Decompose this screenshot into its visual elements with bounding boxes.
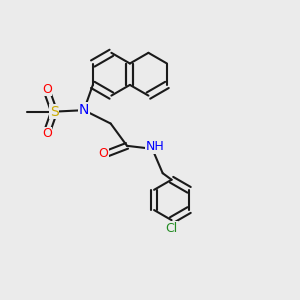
Text: N: N <box>79 103 89 117</box>
Text: NH: NH <box>146 140 165 153</box>
Text: O: O <box>98 147 108 160</box>
Text: O: O <box>42 128 52 140</box>
Text: S: S <box>50 105 58 119</box>
Text: O: O <box>42 83 52 96</box>
Text: Cl: Cl <box>166 222 178 235</box>
